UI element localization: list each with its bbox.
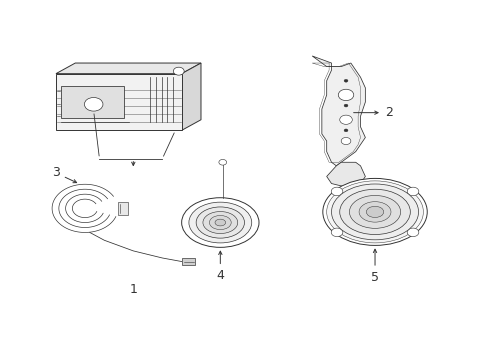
Ellipse shape <box>188 202 251 243</box>
Polygon shape <box>56 63 201 74</box>
FancyBboxPatch shape <box>181 258 195 265</box>
Polygon shape <box>311 56 365 166</box>
Circle shape <box>344 129 347 132</box>
Text: 4: 4 <box>216 251 224 282</box>
Ellipse shape <box>322 179 427 246</box>
Circle shape <box>330 187 342 196</box>
Text: 2: 2 <box>353 106 392 119</box>
Circle shape <box>339 115 351 124</box>
Ellipse shape <box>349 195 400 228</box>
Ellipse shape <box>196 207 244 238</box>
Circle shape <box>84 98 103 111</box>
Ellipse shape <box>215 219 225 226</box>
Polygon shape <box>181 63 201 130</box>
Circle shape <box>344 79 347 82</box>
Text: 5: 5 <box>370 249 378 284</box>
Circle shape <box>407 187 418 196</box>
Text: 3: 3 <box>52 166 77 183</box>
Circle shape <box>330 228 342 237</box>
Circle shape <box>344 104 347 107</box>
Text: 1: 1 <box>129 283 137 296</box>
Ellipse shape <box>358 202 390 222</box>
Circle shape <box>173 67 184 75</box>
Ellipse shape <box>203 212 237 234</box>
Ellipse shape <box>326 181 423 243</box>
Polygon shape <box>326 162 365 187</box>
FancyBboxPatch shape <box>118 202 128 215</box>
Circle shape <box>338 89 353 100</box>
FancyBboxPatch shape <box>61 86 123 118</box>
Ellipse shape <box>209 215 231 230</box>
Ellipse shape <box>181 198 259 247</box>
Circle shape <box>407 228 418 237</box>
Ellipse shape <box>366 206 383 217</box>
Circle shape <box>219 159 226 165</box>
Ellipse shape <box>339 189 409 235</box>
Circle shape <box>341 138 350 145</box>
Ellipse shape <box>331 184 418 240</box>
Polygon shape <box>56 74 181 130</box>
